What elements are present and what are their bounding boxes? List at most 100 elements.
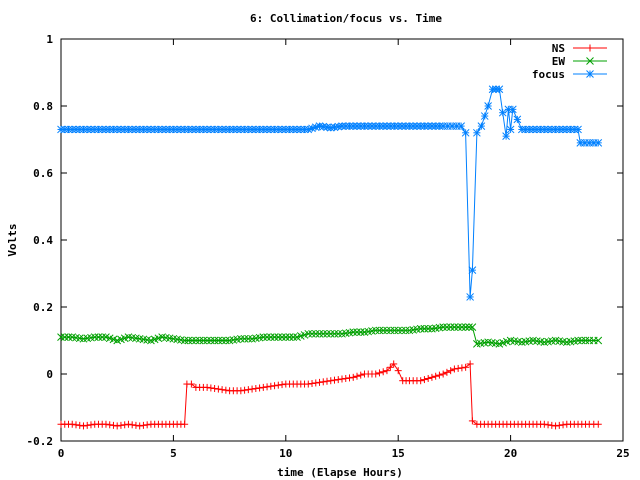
data-point [177,125,185,134]
data-point [562,125,571,134]
data-point [278,381,286,389]
data-point [473,128,481,137]
data-point [420,122,429,130]
data-point [218,386,226,394]
data-point [461,128,470,137]
data-point [477,122,486,130]
data-point [315,329,324,338]
data-point [372,370,380,378]
data-point [495,85,504,94]
data-point [252,385,260,393]
data-point [259,333,268,342]
data-point [117,421,125,429]
data-point [447,367,455,375]
data-point [113,125,122,134]
data-point [64,333,73,342]
data-point [390,326,399,335]
series-NS [57,360,602,430]
data-point [132,125,140,134]
data-point [349,328,358,336]
data-point [79,125,88,134]
data-point [345,374,353,382]
data-point [248,125,256,134]
data-point [379,368,387,376]
legend-label: focus [532,68,565,81]
data-point [244,334,253,343]
series-focus [57,85,603,301]
data-point [60,333,69,342]
x-tick-label: 10 [279,447,292,460]
data-point [551,125,560,134]
data-point [594,336,603,345]
data-point [236,334,245,343]
data-point [502,132,510,141]
data-point [278,125,286,134]
data-point [237,387,245,395]
data-point [420,324,429,333]
data-point [187,380,195,388]
x-tick-label: 25 [616,447,629,460]
legend-marker [586,70,594,78]
data-point [94,333,103,342]
data-point [462,363,470,371]
x-tick-label: 5 [170,447,177,460]
data-point [386,326,395,335]
data-point [386,363,394,371]
data-point [274,381,282,389]
data-point [338,375,346,383]
data-point [210,336,219,345]
data-point [383,367,391,375]
data-point [454,323,463,331]
data-point [431,122,440,130]
data-point [420,376,428,384]
data-point [468,323,477,331]
data-point [353,372,361,380]
series-line [61,362,599,427]
data-point [450,323,459,331]
x-tick-label: 20 [504,447,517,460]
data-point [341,122,350,130]
data-point [544,125,552,134]
chart-title: 6: Collimation/focus vs. Time [250,12,442,25]
data-point [90,333,99,342]
data-point [326,329,335,338]
x-axis-title: time (Elapse Hours) [277,466,403,479]
data-point [413,122,421,130]
data-point [266,125,275,134]
data-point [540,420,548,428]
data-point [304,329,313,338]
data-point [244,125,253,134]
data-point [424,374,432,382]
data-point [323,377,331,385]
data-point [281,333,290,342]
data-point [139,421,147,429]
data-point [386,122,395,130]
data-point [458,323,466,331]
data-point [428,373,436,381]
data-point [466,360,474,368]
x-tick-label: 0 [58,447,65,460]
data-point [458,364,466,372]
data-point [241,386,249,394]
data-point [240,334,249,343]
data-point [121,421,129,429]
data-point [323,329,331,338]
data-point [342,374,350,382]
data-point [184,125,193,134]
data-point [457,122,465,130]
data-point [312,379,320,387]
data-point [57,333,65,342]
data-point [311,329,320,338]
data-point [594,138,603,147]
data-point [454,364,462,372]
data-point [98,333,107,342]
data-point [577,336,586,345]
data-point [181,420,189,428]
data-point [214,385,222,393]
legend-marker [586,44,594,52]
data-point [316,378,324,386]
data-point [180,336,189,345]
data-point [72,421,80,429]
data-point [525,125,534,134]
